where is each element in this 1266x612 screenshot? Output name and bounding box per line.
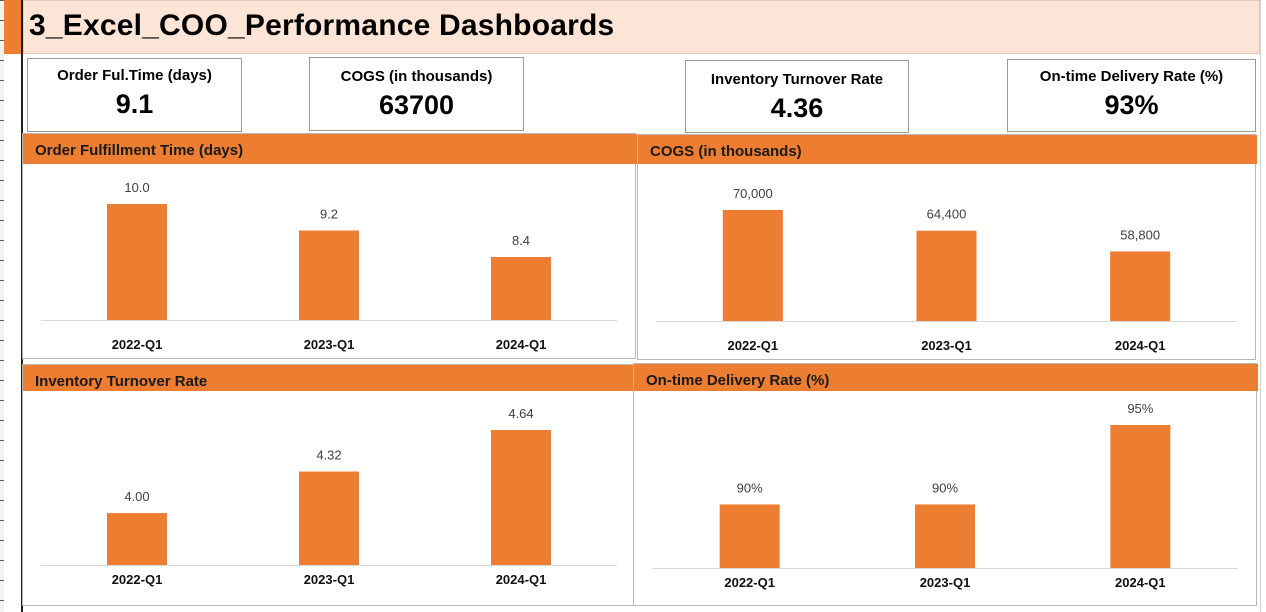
sheet-right-edge	[1260, 0, 1266, 612]
data-label: 8.4	[512, 233, 530, 248]
kpi-value: 9.1	[115, 89, 154, 119]
bar	[299, 230, 359, 320]
data-label: 9.2	[320, 207, 338, 222]
chart-header: On-time Delivery Rate (%)	[634, 364, 1258, 391]
bar	[107, 513, 167, 565]
bar	[299, 471, 359, 565]
data-label: 90%	[737, 480, 763, 495]
title-band[interactable]: 3_Excel_COO_Performance Dashboards	[23, 0, 1260, 54]
column-a-accent	[4, 0, 21, 54]
data-label: 4.00	[124, 489, 149, 504]
chart-panel-cogs[interactable]: COGS (in thousands) 70,000 2022-Q1 64,400 2…	[637, 134, 1257, 360]
bar-chart-cogs[interactable]: 70,000 2022-Q1 64,400 2023-Q1 58,800 2024-Q1	[638, 135, 1255, 359]
bar	[1110, 425, 1171, 568]
x-tick-label: 2023-Q1	[304, 572, 355, 587]
data-label: 64,400	[927, 207, 967, 222]
kpi-value: 63700	[378, 90, 455, 120]
x-tick-label: 2023-Q1	[921, 338, 972, 353]
bar	[719, 504, 780, 568]
row-headers[interactable]	[0, 0, 4, 612]
kpi-label: On-time Delivery Rate (%)	[1039, 68, 1224, 85]
x-tick-label: 2023-Q1	[920, 575, 971, 590]
x-tick-label: 2024-Q1	[496, 572, 547, 587]
bar	[491, 257, 551, 320]
data-label: 70,000	[733, 186, 773, 201]
kpi-label: COGS (in thousands)	[340, 68, 493, 85]
bar-chart-order-fulfillment[interactable]: 10.0 2022-Q1 9.2 2023-Q1 8.4 2024-Q1	[23, 134, 635, 358]
chart-panel-inventory-turnover[interactable]: Inventory Turnover Rate 4.00 2022-Q1 4.32 2…	[22, 364, 637, 606]
chart-header: Order Fulfillment Time (days)	[23, 134, 637, 164]
kpi-value: 93%	[1104, 90, 1159, 120]
chart-panel-on-time-delivery[interactable]: On-time Delivery Rate (%) 90% 2022-Q1 90% 2…	[633, 363, 1258, 606]
kpi-value: 4.36	[770, 93, 824, 123]
data-label: 90%	[932, 480, 958, 495]
x-tick-label: 2022-Q1	[724, 575, 775, 590]
bar	[722, 210, 783, 321]
data-label: 58,800	[1120, 227, 1160, 242]
bar-chart-inventory-turnover[interactable]: 4.00 2022-Q1 4.32 2023-Q1 4.64 2024-Q1	[23, 365, 635, 605]
data-label: 4.64	[508, 406, 533, 421]
kpi-card-on-time-delivery[interactable]: On-time Delivery Rate (%) 93%	[1007, 59, 1256, 132]
bar	[916, 230, 977, 321]
data-label: 4.32	[316, 448, 341, 463]
kpi-card-inventory-turnover[interactable]: Inventory Turnover Rate 4.36	[685, 60, 909, 133]
bar	[491, 430, 551, 565]
x-tick-label: 2023-Q1	[304, 337, 355, 352]
kpi-label: Order Ful.Time (days)	[57, 67, 212, 84]
data-label: 10.0	[124, 180, 149, 195]
bar	[915, 504, 975, 568]
x-tick-label: 2024-Q1	[496, 337, 547, 352]
x-tick-label: 2024-Q1	[1115, 338, 1166, 353]
chart-panel-order-fulfillment[interactable]: Order Fulfillment Time (days) 10.0 2022-Q…	[22, 133, 637, 359]
data-label: 95%	[1127, 401, 1153, 416]
dashboard-title: 3_Excel_COO_Performance Dashboards	[29, 9, 615, 42]
x-tick-label: 2022-Q1	[112, 572, 163, 587]
x-tick-label: 2022-Q1	[728, 338, 779, 353]
chart-header: COGS (in thousands)	[638, 135, 1257, 164]
x-tick-label: 2022-Q1	[112, 337, 163, 352]
kpi-card-order-fulfillment[interactable]: Order Ful.Time (days) 9.1	[27, 58, 242, 132]
x-tick-label: 2024-Q1	[1115, 575, 1166, 590]
bar	[107, 204, 167, 320]
kpi-label: Inventory Turnover Rate	[710, 71, 884, 88]
bar-chart-on-time-delivery[interactable]: 90% 2022-Q1 90% 2023-Q1 95% 2024-Q1	[634, 364, 1256, 605]
chart-header: Inventory Turnover Rate	[23, 365, 637, 391]
kpi-card-cogs[interactable]: COGS (in thousands) 63700	[309, 57, 524, 131]
bar	[1110, 251, 1171, 321]
